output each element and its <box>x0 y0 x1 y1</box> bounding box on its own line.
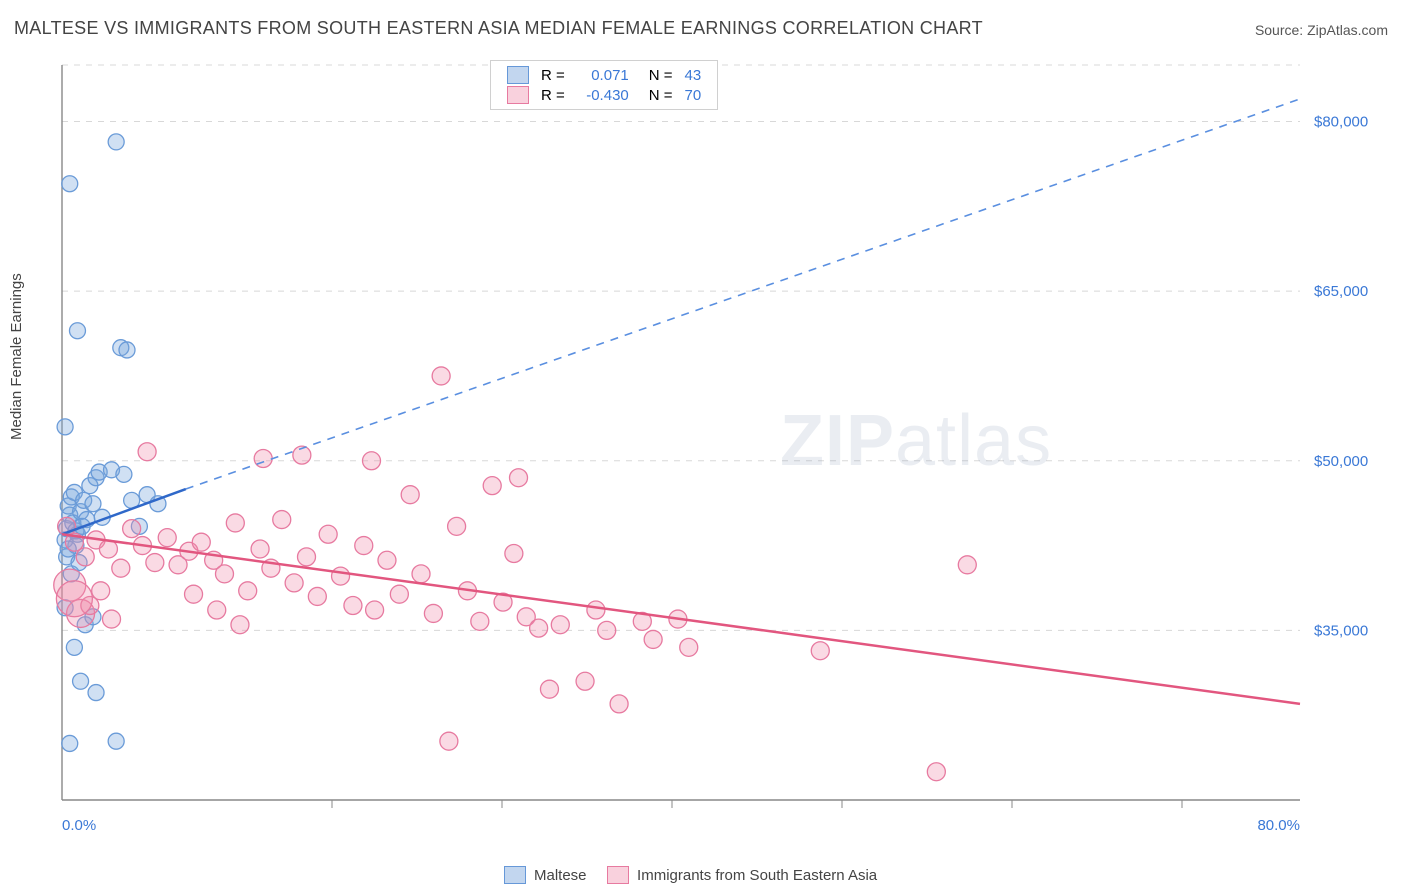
data-point <box>440 732 458 750</box>
data-point <box>158 529 176 547</box>
data-point <box>958 556 976 574</box>
y-tick-label: $35,000 <box>1314 622 1368 639</box>
data-point <box>363 452 381 470</box>
legend-n-label: N = <box>635 65 679 85</box>
data-point <box>123 520 141 538</box>
y-axis-label: Median Female Earnings <box>8 273 25 440</box>
data-point <box>138 443 156 461</box>
data-point <box>108 733 124 749</box>
legend-r-label: R = <box>535 85 571 105</box>
chart-title: MALTESE VS IMMIGRANTS FROM SOUTH EASTERN… <box>14 18 983 39</box>
data-point <box>355 537 373 555</box>
data-point <box>185 585 203 603</box>
data-point <box>208 601 226 619</box>
data-point <box>73 673 89 689</box>
data-point <box>285 574 303 592</box>
data-point <box>116 466 132 482</box>
data-point <box>448 517 466 535</box>
y-tick-label: $80,000 <box>1314 114 1368 131</box>
trend-line-extrapolated <box>186 99 1300 489</box>
data-point <box>85 496 101 512</box>
data-point <box>62 176 78 192</box>
x-tick-label: 80.0% <box>1257 817 1300 834</box>
chart-plot-area: $35,000 $50,000 $65,000 $80,000 0.0% 80.0% <box>50 55 1390 855</box>
data-point <box>119 342 135 358</box>
data-point <box>57 419 73 435</box>
data-point <box>56 581 92 617</box>
y-tick-label: $65,000 <box>1314 283 1368 300</box>
data-point <box>231 616 249 634</box>
data-point <box>66 639 82 655</box>
legend-r-value: 0.071 <box>571 65 635 85</box>
source-prefix: Source: <box>1255 22 1303 38</box>
data-point <box>471 612 489 630</box>
data-point <box>576 672 594 690</box>
data-point <box>505 544 523 562</box>
correlation-legend: R = 0.071 N = 43 R = -0.430 N = 70 <box>490 60 718 110</box>
data-point <box>644 630 662 648</box>
legend-swatch <box>507 66 529 84</box>
data-point <box>598 621 616 639</box>
data-point <box>215 565 233 583</box>
legend-series-label: Immigrants from South Eastern Asia <box>637 867 877 884</box>
data-point <box>811 642 829 660</box>
data-point <box>483 477 501 495</box>
data-point <box>192 533 210 551</box>
legend-r-label: R = <box>535 65 571 85</box>
legend-n-value: 70 <box>679 85 708 105</box>
data-point <box>390 585 408 603</box>
data-point <box>308 587 326 605</box>
data-point <box>332 567 350 585</box>
data-point <box>273 511 291 529</box>
data-point <box>251 540 269 558</box>
data-point <box>927 763 945 781</box>
scatter-chart: $35,000 $50,000 $65,000 $80,000 0.0% 80.0% <box>50 55 1390 855</box>
x-tick-label: 0.0% <box>62 817 96 834</box>
data-point <box>319 525 337 543</box>
legend-swatch <box>504 866 526 884</box>
data-point <box>412 565 430 583</box>
data-point <box>424 604 442 622</box>
data-point <box>92 582 110 600</box>
data-point <box>298 548 316 566</box>
data-point <box>432 367 450 385</box>
y-tick-label: $50,000 <box>1314 453 1368 470</box>
data-point <box>680 638 698 656</box>
legend-n-value: 43 <box>679 65 708 85</box>
data-point <box>610 695 628 713</box>
legend-swatch <box>607 866 629 884</box>
data-point <box>103 610 121 628</box>
series-legend: Maltese Immigrants from South Eastern As… <box>500 866 894 884</box>
data-point <box>366 601 384 619</box>
source-label: Source: ZipAtlas.com <box>1255 22 1388 38</box>
data-point <box>530 619 548 637</box>
data-point <box>510 469 528 487</box>
data-point <box>401 486 419 504</box>
data-point <box>540 680 558 698</box>
data-point <box>551 616 569 634</box>
data-point <box>344 597 362 615</box>
legend-swatch <box>507 86 529 104</box>
data-point <box>378 551 396 569</box>
data-point <box>146 554 164 572</box>
data-point <box>88 685 104 701</box>
data-point <box>112 559 130 577</box>
data-point <box>76 548 94 566</box>
legend-series-label: Maltese <box>534 867 587 884</box>
data-point <box>69 323 85 339</box>
legend-r-value: -0.430 <box>571 85 635 105</box>
legend-n-label: N = <box>635 85 679 105</box>
data-point <box>587 601 605 619</box>
data-point <box>62 735 78 751</box>
data-point <box>108 134 124 150</box>
data-point <box>226 514 244 532</box>
data-point <box>239 582 257 600</box>
source-link[interactable]: ZipAtlas.com <box>1307 22 1388 38</box>
